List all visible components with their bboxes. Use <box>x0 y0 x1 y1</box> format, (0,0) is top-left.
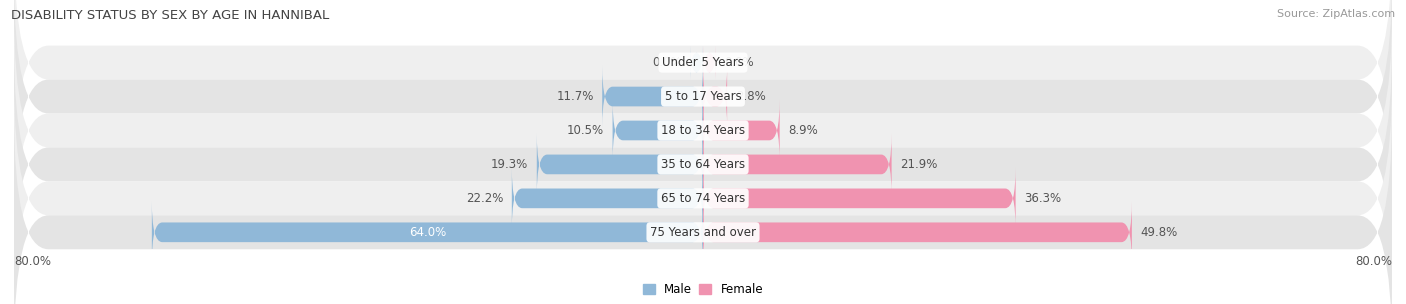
Text: 49.8%: 49.8% <box>1140 226 1178 239</box>
FancyBboxPatch shape <box>152 202 703 263</box>
Text: Under 5 Years: Under 5 Years <box>662 56 744 69</box>
FancyBboxPatch shape <box>703 45 716 80</box>
Text: 11.7%: 11.7% <box>557 90 593 103</box>
FancyBboxPatch shape <box>703 66 727 127</box>
Text: 22.2%: 22.2% <box>465 192 503 205</box>
Text: 0.0%: 0.0% <box>724 56 754 69</box>
FancyBboxPatch shape <box>14 0 1392 215</box>
Text: 5 to 17 Years: 5 to 17 Years <box>665 90 741 103</box>
FancyBboxPatch shape <box>512 168 703 229</box>
FancyBboxPatch shape <box>14 46 1392 283</box>
Text: 0.0%: 0.0% <box>652 56 682 69</box>
Text: Source: ZipAtlas.com: Source: ZipAtlas.com <box>1277 9 1395 19</box>
Legend: Male, Female: Male, Female <box>638 278 768 300</box>
FancyBboxPatch shape <box>703 202 1132 263</box>
Text: 80.0%: 80.0% <box>1355 255 1392 268</box>
Text: 2.8%: 2.8% <box>735 90 765 103</box>
Text: 19.3%: 19.3% <box>491 158 529 171</box>
Text: 65 to 74 Years: 65 to 74 Years <box>661 192 745 205</box>
FancyBboxPatch shape <box>602 66 703 127</box>
Text: 18 to 34 Years: 18 to 34 Years <box>661 124 745 137</box>
Text: 80.0%: 80.0% <box>14 255 51 268</box>
FancyBboxPatch shape <box>703 100 780 161</box>
Text: DISABILITY STATUS BY SEX BY AGE IN HANNIBAL: DISABILITY STATUS BY SEX BY AGE IN HANNI… <box>11 9 329 22</box>
FancyBboxPatch shape <box>690 45 703 80</box>
Text: 75 Years and over: 75 Years and over <box>650 226 756 239</box>
FancyBboxPatch shape <box>613 100 703 161</box>
FancyBboxPatch shape <box>537 133 703 195</box>
Text: 36.3%: 36.3% <box>1024 192 1062 205</box>
FancyBboxPatch shape <box>14 0 1392 181</box>
FancyBboxPatch shape <box>14 12 1392 249</box>
Text: 64.0%: 64.0% <box>409 226 446 239</box>
Text: 8.9%: 8.9% <box>789 124 818 137</box>
FancyBboxPatch shape <box>14 113 1392 304</box>
FancyBboxPatch shape <box>703 133 891 195</box>
Text: 35 to 64 Years: 35 to 64 Years <box>661 158 745 171</box>
Text: 21.9%: 21.9% <box>900 158 938 171</box>
FancyBboxPatch shape <box>14 80 1392 304</box>
FancyBboxPatch shape <box>703 168 1015 229</box>
Text: 10.5%: 10.5% <box>567 124 605 137</box>
